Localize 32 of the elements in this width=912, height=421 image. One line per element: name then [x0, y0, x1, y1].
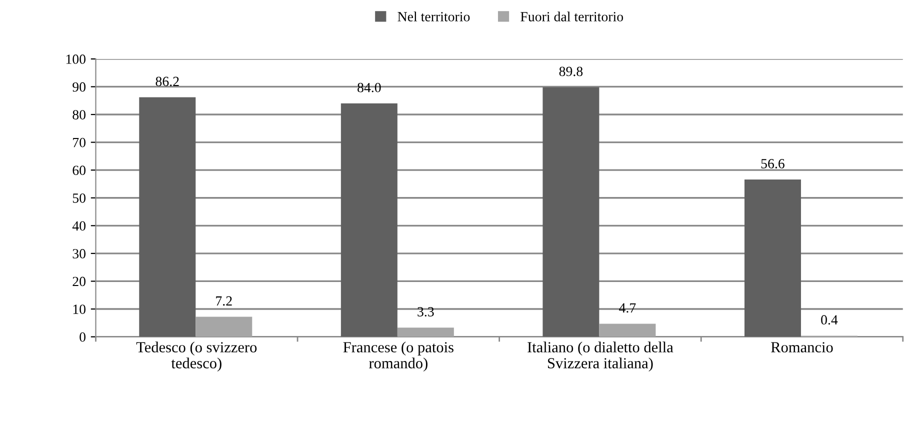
- y-tick-label: 60: [72, 166, 86, 176]
- y-tick-label: 10: [73, 304, 86, 314]
- data-label: 0.4: [821, 315, 838, 325]
- data-label: 4.7: [619, 303, 636, 313]
- y-tick-label: 100: [66, 54, 86, 64]
- bar: [196, 316, 252, 337]
- data-label: 7.2: [216, 296, 232, 306]
- x-tick-label: Francese (o patois romando): [343, 342, 454, 372]
- bar: [599, 324, 656, 337]
- y-tick-label: 70: [73, 138, 86, 148]
- bar: [542, 87, 600, 337]
- y-tick-label: 80: [72, 110, 86, 120]
- legend-label: Nel territorio: [398, 12, 470, 22]
- bar: [744, 180, 801, 337]
- x-tick-label: Romancio: [771, 342, 833, 352]
- x-tick-label: Tedesco (o svizzero tedesco): [136, 342, 257, 372]
- data-label: 89.8: [559, 66, 583, 76]
- y-tick-label: 50: [72, 193, 86, 203]
- data-label: 3.3: [418, 307, 434, 317]
- y-tick-label: 30: [72, 249, 86, 258]
- legend-label: Fuori dal territorio: [520, 12, 624, 22]
- y-tick-label: 20: [72, 276, 86, 286]
- y-tick-label: 0: [80, 332, 86, 342]
- data-label: 84.0: [358, 82, 381, 92]
- data-label: 56.6: [761, 159, 784, 168]
- bar: [340, 103, 398, 337]
- y-tick-label: 40: [72, 221, 86, 231]
- bar: [139, 97, 196, 337]
- x-tick-label: Italiano (o dialetto della Svizzera italiana): [528, 342, 674, 372]
- data-label: 86.2: [156, 76, 179, 86]
- y-tick-label: 90: [72, 82, 86, 92]
- bar: [397, 328, 454, 337]
